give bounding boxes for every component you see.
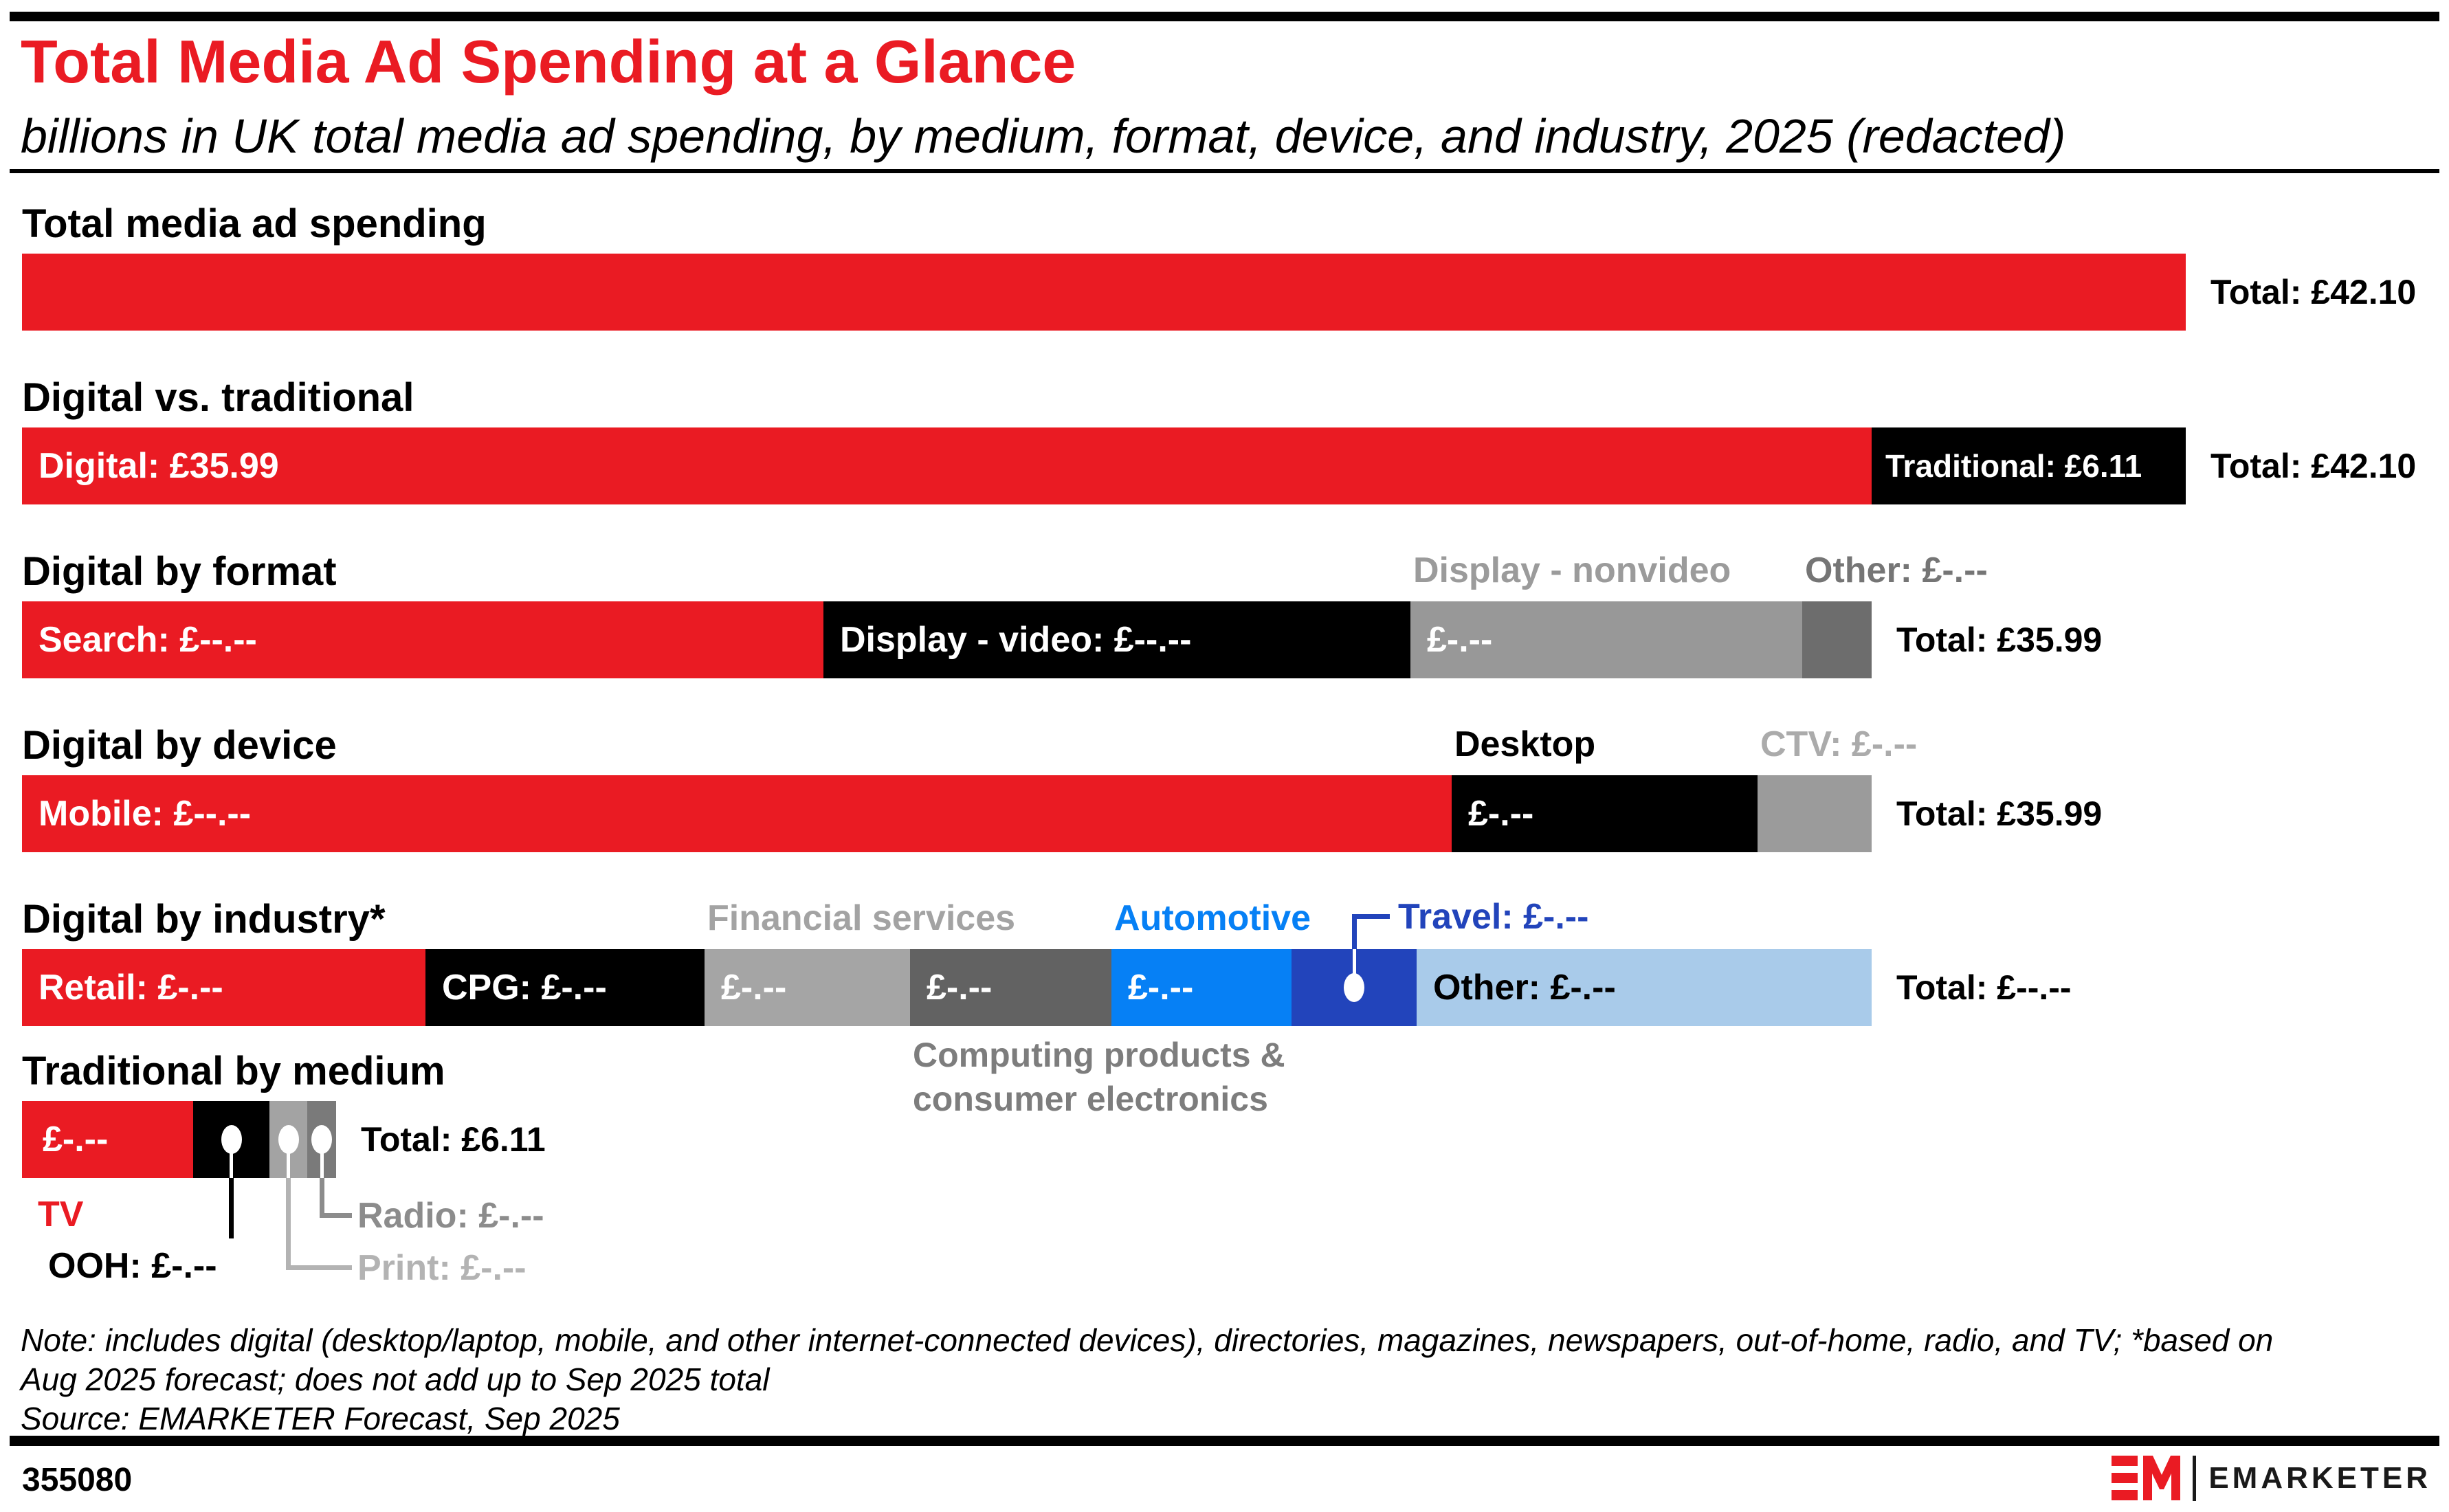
callout-line-v-print (286, 1178, 291, 1270)
below-label-computing-products-consumer-electronics: Computing products & consumer electronics (913, 1033, 1285, 1121)
chart-title: Total Media Ad Spending at a Glance (21, 27, 1076, 96)
segment-all-media (22, 254, 2186, 331)
section-header-digital-by-industry: Digital by industry* (22, 897, 386, 942)
callout-stem-ooh (230, 1139, 233, 1178)
callout-label-print: Print: £-.-- (357, 1248, 527, 1288)
segment-label-cpg: CPG: £-.-- (442, 968, 607, 1008)
callout-line-h-travel (1354, 914, 1390, 919)
total-label-total-media-ad-spending: Total: £42.10 (2210, 273, 2417, 311)
segment-label-computing-products-consumer-electronics: £-.-- (927, 968, 993, 1008)
section-header-digital-by-device: Digital by device (22, 723, 337, 768)
segment-financial-services: £-.-- (705, 949, 910, 1026)
below-label-line-1: Computing products & (913, 1036, 1285, 1074)
above-label-automotive: Automotive (1114, 898, 1311, 938)
top-accent-bar (10, 12, 2439, 21)
logo-em-monogram-icon (2112, 1456, 2181, 1500)
segment-cpg: CPG: £-.-- (425, 949, 705, 1026)
callout-label-travel: Travel: £-.-- (1398, 897, 1589, 937)
segment-ctv (1758, 775, 1872, 852)
callout-line-v-ooh (229, 1178, 234, 1238)
chart-subtitle: billions in UK total media ad spending, … (21, 109, 2066, 163)
footer-divider-bar (10, 1436, 2439, 1446)
source-line: Source: EMARKETER Forecast, Sep 2025 (21, 1401, 620, 1436)
emarketer-logo: EMARKETER (2112, 1454, 2431, 1502)
segment-display-video: Display - video: £--.-- (823, 601, 1410, 678)
callout-stem-travel (1352, 949, 1356, 988)
above-label-display-nonvideo: Display - nonvideo (1413, 551, 1731, 590)
above-label-ctv: CTV: £-.-- (1760, 724, 1918, 764)
segment-automotive: £-.-- (1111, 949, 1292, 1026)
above-label-financial-services: Financial services (707, 898, 1016, 938)
segment-label-automotive: £-.-- (1128, 968, 1194, 1008)
segment-other-industry: Other: £-.-- (1417, 949, 1872, 1026)
segment-label-retail: Retail: £-.-- (38, 968, 223, 1008)
segment-digital: Digital: £35.99 (22, 427, 1872, 504)
callout-dot-radio (311, 1125, 332, 1154)
segment-computing-products-consumer-electronics: £-.-- (910, 949, 1111, 1026)
note-line-1: Note: includes digital (desktop/laptop, … (21, 1322, 2274, 1358)
bar-digital-by-industry: Retail: £-.-- CPG: £-.-- £-.-- £-.-- £-.-- Ot… (22, 949, 1872, 1026)
callout-label-radio: Radio: £-.-- (357, 1196, 544, 1236)
callout-line-v-travel (1351, 914, 1357, 949)
segment-label-financial-services: £-.-- (721, 968, 787, 1008)
total-label-digital-by-format: Total: £35.99 (1896, 621, 2103, 659)
below-label-line-2: consumer electronics (913, 1080, 1268, 1118)
header-divider (10, 169, 2439, 173)
segment-label-desktop: £-.-- (1468, 794, 1534, 834)
note-line-2: Aug 2025 forecast; does not add up to Se… (21, 1361, 770, 1397)
bar-digital-vs-traditional: Digital: £35.99 Traditional: £6.11 (22, 427, 2186, 504)
total-label-digital-by-industry: Total: £--.-- (1896, 968, 2072, 1007)
logo-divider (2193, 1456, 2197, 1501)
segment-tv: £-.-- (22, 1101, 193, 1178)
segment-mobile: Mobile: £--.-- (22, 775, 1452, 852)
above-label-other-format: Other: £-.-- (1805, 551, 1988, 590)
callout-dot-ooh (221, 1125, 242, 1154)
section-header-digital-vs-traditional: Digital vs. traditional (22, 375, 414, 420)
callout-line-v-radio (319, 1178, 324, 1218)
segment-display-nonvideo: £-.-- (1410, 601, 1802, 678)
segment-label-other-industry: Other: £-.-- (1433, 968, 1616, 1008)
section-header-traditional-by-medium: Traditional by medium (22, 1049, 445, 1093)
above-label-desktop: Desktop (1454, 724, 1596, 764)
segment-label-digital: Digital: £35.99 (38, 446, 279, 486)
bar-digital-by-device: Mobile: £--.-- £-.-- (22, 775, 1872, 852)
callout-stem-print (287, 1139, 290, 1178)
callout-stem-radio (320, 1139, 324, 1178)
callout-dot-travel (1344, 973, 1364, 1002)
segment-desktop: £-.-- (1452, 775, 1758, 852)
segment-retail: Retail: £-.-- (22, 949, 425, 1026)
segment-label-search: Search: £--.-- (38, 620, 257, 660)
segment-other-format (1802, 601, 1872, 678)
segment-traditional: Traditional: £6.11 (1872, 427, 2186, 504)
section-header-digital-by-format: Digital by format (22, 549, 337, 594)
callout-label-ooh: OOH: £-.-- (48, 1246, 217, 1286)
bar-digital-by-format: Search: £--.-- Display - video: £--.-- £-.… (22, 601, 1872, 678)
callout-line-h-print (286, 1265, 352, 1270)
footnote: Note: includes digital (desktop/laptop, … (21, 1321, 2273, 1438)
segment-label-display-nonvideo: £-.-- (1427, 620, 1493, 660)
total-label-traditional-by-medium: Total: £6.11 (361, 1120, 546, 1159)
chart-id: 355080 (22, 1462, 133, 1498)
total-label-digital-by-device: Total: £35.99 (1896, 794, 2103, 833)
section-header-total-media-ad-spending: Total media ad spending (22, 201, 487, 246)
segment-search: Search: £--.-- (22, 601, 823, 678)
segment-label-traditional: Traditional: £6.11 (1885, 448, 2142, 484)
callout-label-tv: TV (38, 1194, 84, 1234)
total-label-digital-vs-traditional: Total: £42.10 (2210, 447, 2417, 485)
callout-dot-print (278, 1125, 299, 1154)
segment-label-display-video: Display - video: £--.-- (840, 620, 1192, 660)
callout-line-h-radio (319, 1213, 352, 1218)
segment-label-tv: £-.-- (43, 1120, 109, 1159)
logo-wordmark: EMARKETER (2208, 1461, 2431, 1495)
bar-total-media-ad-spending (22, 254, 2186, 331)
segment-label-mobile: Mobile: £--.-- (38, 794, 252, 834)
